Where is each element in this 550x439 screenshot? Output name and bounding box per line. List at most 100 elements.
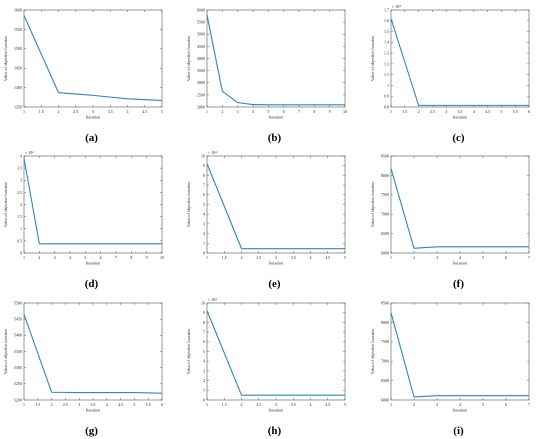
y-exponent-label: × 10⁴	[208, 297, 217, 302]
x-tick-label: 3.5	[291, 402, 296, 407]
y-tick-label: 1.1	[384, 72, 389, 77]
x-tick-label: 4.5	[118, 402, 123, 407]
plot-area	[23, 9, 163, 108]
x-tick-label: 4.5	[142, 109, 147, 114]
x-tick-label: 4.5	[325, 402, 330, 407]
x-tick-label: 4	[459, 255, 461, 260]
y-tick-label: 2	[203, 231, 205, 236]
x-tick-label: 2	[38, 255, 40, 260]
y-exponent-label: × 10⁴	[208, 150, 217, 155]
y-tick-label: 8500	[381, 300, 389, 305]
x-tick-label: 1	[206, 109, 208, 114]
line-chart: 1 2 3 4 5 6 7 8 9 10 2000 2500 3000 3500 4000 4500 5000 5…	[186, 7, 347, 120]
y-tick-label: 5300	[14, 365, 22, 370]
x-tick-label: 1.5	[222, 402, 227, 407]
y-tick-label: 5000	[197, 32, 205, 37]
x-tick-label: 5	[344, 402, 346, 407]
line-chart: 1 2 3 4 5 6 7 6000 6500 7000 7500 8000 8500 Iteration…	[370, 153, 530, 265]
x-tick-label: 2.5	[430, 109, 435, 114]
y-tick-label: 1500	[14, 46, 22, 51]
series-line	[23, 15, 163, 101]
x-tick-label: 2	[413, 402, 415, 407]
line-chart: 1 1.5 2 2.5 3 3.5 4 4.5 5 5.5 6 5200 5250 5300 5350 540…	[3, 300, 163, 413]
panel-caption: (b)	[267, 132, 282, 144]
x-axis-label: Iteration	[269, 115, 284, 120]
plot-area	[390, 302, 530, 401]
y-exponent-label: × 10⁴	[25, 150, 34, 155]
y-axis-label: Value of objective function	[3, 328, 8, 374]
y-tick-label: 2	[20, 202, 22, 207]
x-tick-label: 5	[84, 255, 86, 260]
y-tick-label: 1	[203, 241, 205, 246]
y-axis-label: Value of objective function	[186, 328, 191, 374]
x-tick-label: 1	[390, 255, 392, 260]
x-tick-label: 4	[310, 402, 312, 407]
x-axis-label: Iteration	[86, 408, 101, 413]
panel-caption: (d)	[84, 278, 99, 290]
x-tick-label: 5	[161, 109, 163, 114]
x-tick-label: 7	[115, 255, 117, 260]
x-axis-label: Iteration	[453, 115, 468, 120]
chart-panel: 1 2 3 4 5 6 7 6000 6500 7000 7500 8000 8500 Iteration…	[367, 146, 550, 292]
x-tick-label: 3	[92, 109, 94, 114]
x-tick-label: 9	[329, 109, 331, 114]
y-tick-label: 4500	[197, 44, 205, 49]
x-axis-label: Iteration	[269, 261, 284, 266]
plot-area	[390, 155, 530, 254]
x-tick-label: 3	[445, 109, 447, 114]
x-tick-label: 2	[58, 109, 60, 114]
x-tick-label: 3	[237, 109, 239, 114]
x-tick-label: 8	[313, 109, 315, 114]
y-tick-label: 5250	[14, 381, 22, 386]
y-tick-label: 1600	[14, 7, 22, 12]
chart-panel: 1 1.5 2 2.5 3 3.5 4 4.5 5 0 1 2 3 4 5 6 7 8 9 10 × 10⁴ Iterat…	[183, 293, 366, 439]
y-tick-label: 5500	[197, 20, 205, 25]
y-tick-label: 5400	[14, 333, 22, 338]
panel-caption: (a)	[85, 132, 98, 144]
x-tick-label: 4	[69, 255, 71, 260]
panel-caption: (e)	[268, 278, 281, 290]
plot-area	[390, 9, 530, 108]
y-tick-label: 9	[203, 163, 205, 168]
plot-area	[23, 155, 163, 254]
series-line	[206, 310, 345, 396]
x-tick-label: 2.5	[63, 402, 68, 407]
series-line	[390, 312, 529, 398]
panel-caption: (c)	[452, 132, 465, 144]
y-tick-label: 8	[203, 173, 205, 178]
x-tick-label: 3.5	[108, 109, 113, 114]
series-line	[390, 18, 529, 106]
x-tick-label: 5	[500, 109, 502, 114]
panel-caption: (g)	[85, 425, 98, 437]
x-tick-label: 4	[473, 109, 475, 114]
y-exponent-label: × 10⁴	[392, 4, 401, 9]
y-tick-label: 8	[203, 320, 205, 325]
y-tick-label: 10	[201, 153, 205, 158]
y-tick-label: 8000	[381, 173, 389, 178]
y-tick-label: 1.4	[384, 40, 389, 45]
series-line	[23, 158, 162, 245]
plot-area	[206, 9, 346, 108]
x-tick-label: 6	[100, 255, 102, 260]
x-tick-label: 2.5	[256, 402, 261, 407]
plot-area	[206, 155, 346, 254]
y-axis-label: Value of objective function	[3, 35, 8, 81]
y-tick-label: 1400	[14, 85, 22, 90]
x-axis-label: Iteration	[269, 408, 284, 413]
y-axis-label: Value of objective function	[370, 181, 375, 227]
y-tick-label: 2	[203, 378, 205, 383]
x-tick-label: 5	[344, 255, 346, 260]
x-tick-label: 10	[343, 109, 347, 114]
x-tick-label: 3.5	[291, 255, 296, 260]
y-tick-label: 0.8	[384, 104, 389, 109]
x-tick-label: 3	[275, 255, 277, 260]
x-tick-label: 8	[130, 255, 132, 260]
y-tick-label: 7500	[381, 339, 389, 344]
y-tick-label: 1.5	[384, 29, 389, 34]
y-tick-label: 2.5	[17, 190, 22, 195]
y-tick-label: 5200	[14, 397, 22, 402]
y-axis-label: Value of objective function	[3, 181, 8, 227]
x-tick-label: 6	[528, 109, 530, 114]
y-tick-label: 6000	[381, 397, 389, 402]
